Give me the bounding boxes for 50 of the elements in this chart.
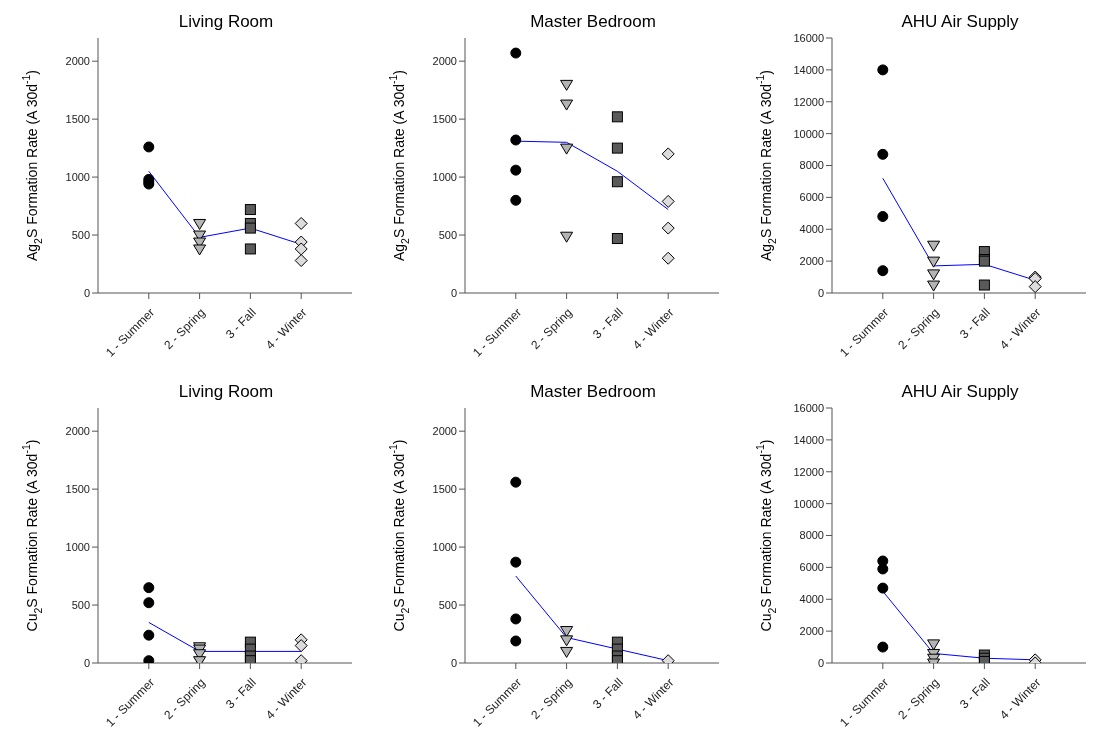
y-tick-label: 2000 bbox=[432, 55, 457, 68]
y-tick-label: 0 bbox=[817, 286, 824, 299]
y-tick-label: 500 bbox=[438, 598, 457, 611]
y-tick-label: 1000 bbox=[65, 541, 90, 553]
y-tick-label: 2000 bbox=[65, 55, 90, 68]
y-tick-label: 1000 bbox=[432, 541, 457, 553]
y-tick-label: 14000 bbox=[793, 433, 824, 446]
y-tick-label: 10000 bbox=[793, 497, 824, 510]
y-tick-label: 12000 bbox=[793, 95, 824, 108]
y-tick-label: 16000 bbox=[793, 401, 824, 414]
y-tick-label: 6000 bbox=[799, 561, 824, 574]
y-tick-label: 500 bbox=[71, 228, 90, 241]
y-tick-label: 0 bbox=[450, 656, 457, 669]
y-tick-label: 0 bbox=[83, 656, 90, 669]
y-tick-label: 8000 bbox=[799, 159, 824, 172]
chart-title: Living Room bbox=[177, 12, 275, 32]
x-tick-label: 3 - Fall bbox=[589, 675, 626, 712]
y-tick-label: 4000 bbox=[799, 223, 824, 236]
y-tick-label: 0 bbox=[83, 286, 90, 299]
y-tick-label: 0 bbox=[817, 656, 824, 669]
chart-title: Master Bedroom bbox=[529, 12, 657, 32]
y-tick-label: 14000 bbox=[793, 63, 824, 76]
y-tick-label: 500 bbox=[71, 598, 90, 611]
y-tick-label: 0 bbox=[450, 286, 457, 299]
y-tick-label: 1000 bbox=[65, 171, 90, 183]
y-tick-label: 8000 bbox=[799, 529, 824, 542]
chart-title: AHU Air Supply bbox=[900, 12, 1020, 32]
y-tick-label: 500 bbox=[438, 228, 457, 241]
y-tick-label: 1500 bbox=[65, 483, 90, 496]
y-tick-label: 1500 bbox=[432, 483, 457, 496]
y-tick-label: 12000 bbox=[793, 465, 824, 478]
y-tick-label: 2000 bbox=[65, 425, 90, 438]
y-tick-label: 6000 bbox=[799, 191, 824, 204]
x-tick-label: 3 - Fall bbox=[956, 675, 993, 712]
y-tick-label: 2000 bbox=[799, 625, 824, 638]
x-tick-label: 3 - Fall bbox=[956, 305, 993, 342]
y-tick-label: 2000 bbox=[799, 255, 824, 268]
y-tick-label: 4000 bbox=[799, 593, 824, 606]
x-tick-label: 3 - Fall bbox=[589, 305, 626, 342]
y-tick-label: 1000 bbox=[432, 171, 457, 183]
chart-title: Master Bedroom bbox=[529, 382, 657, 402]
chart-title: AHU Air Supply bbox=[900, 382, 1020, 402]
y-tick-label: 10000 bbox=[793, 127, 824, 140]
y-tick-label: 2000 bbox=[432, 425, 457, 438]
x-tick-label: 3 - Fall bbox=[222, 305, 259, 342]
y-tick-label: 1500 bbox=[65, 113, 90, 126]
x-tick-label: 3 - Fall bbox=[222, 675, 259, 712]
y-tick-label: 1500 bbox=[432, 113, 457, 126]
y-tick-label: 16000 bbox=[793, 31, 824, 44]
chart-title: Living Room bbox=[177, 382, 275, 402]
